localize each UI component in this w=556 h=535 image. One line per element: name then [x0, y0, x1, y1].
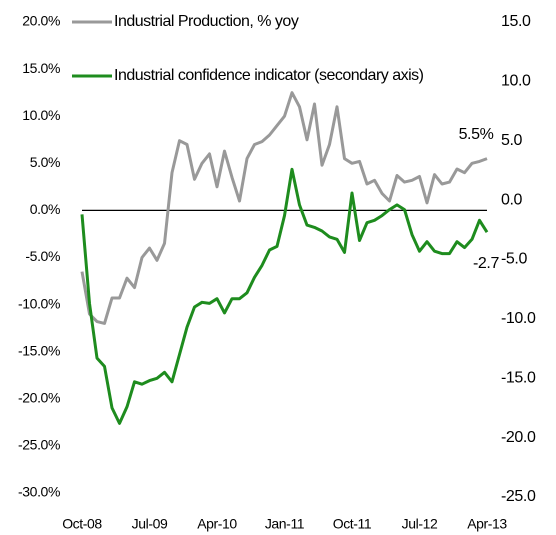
annotation: 5.5% [459, 126, 494, 143]
y-tick-label: 15.0% [22, 60, 60, 76]
x-tick-label: Jan-11 [265, 516, 305, 532]
y2-tick-label: -5.0 [501, 251, 527, 268]
x-tick-label: Jul-12 [402, 516, 438, 532]
y2-tick-label: 5.0 [501, 132, 523, 149]
y-tick-label: 5.0% [30, 154, 60, 170]
y-tick-label: 20.0% [22, 13, 60, 29]
y-tick-label: -10.0% [18, 295, 60, 311]
y2-tick-label: 15.0 [501, 13, 531, 30]
series-line [80, 91, 488, 325]
y2-tick-label: -20.0 [501, 429, 536, 446]
y-tick-label: -5.0% [25, 248, 60, 264]
y2-tick-label: -10.0 [501, 310, 536, 327]
y-tick-label: -30.0% [18, 484, 60, 500]
y-tick-label: -15.0% [18, 342, 60, 358]
legend-label: Industrial Production, % yoy [114, 13, 299, 30]
x-tick-label: Jul-09 [132, 516, 168, 532]
series-line [80, 167, 489, 425]
x-tick-label: Apr-13 [467, 516, 507, 532]
x-tick-label: Oct-08 [62, 516, 102, 532]
y-tick-label: -25.0% [18, 437, 60, 453]
y-tick-label: 10.0% [22, 107, 60, 123]
legend-label: Industrial confidence indicator (seconda… [114, 67, 424, 84]
y-tick-label: 0.0% [30, 201, 60, 217]
y2-tick-label: -15.0 [501, 369, 536, 386]
y2-tick-label: 10.0 [501, 73, 531, 90]
y2-tick-label: -25.0 [501, 488, 536, 505]
y-tick-label: -20.0% [18, 390, 60, 406]
x-tick-label: Apr-10 [197, 516, 237, 532]
x-tick-label: Oct-11 [333, 516, 372, 532]
y2-tick-label: 0.0 [501, 191, 523, 208]
annotation: -2.7 [473, 255, 499, 272]
